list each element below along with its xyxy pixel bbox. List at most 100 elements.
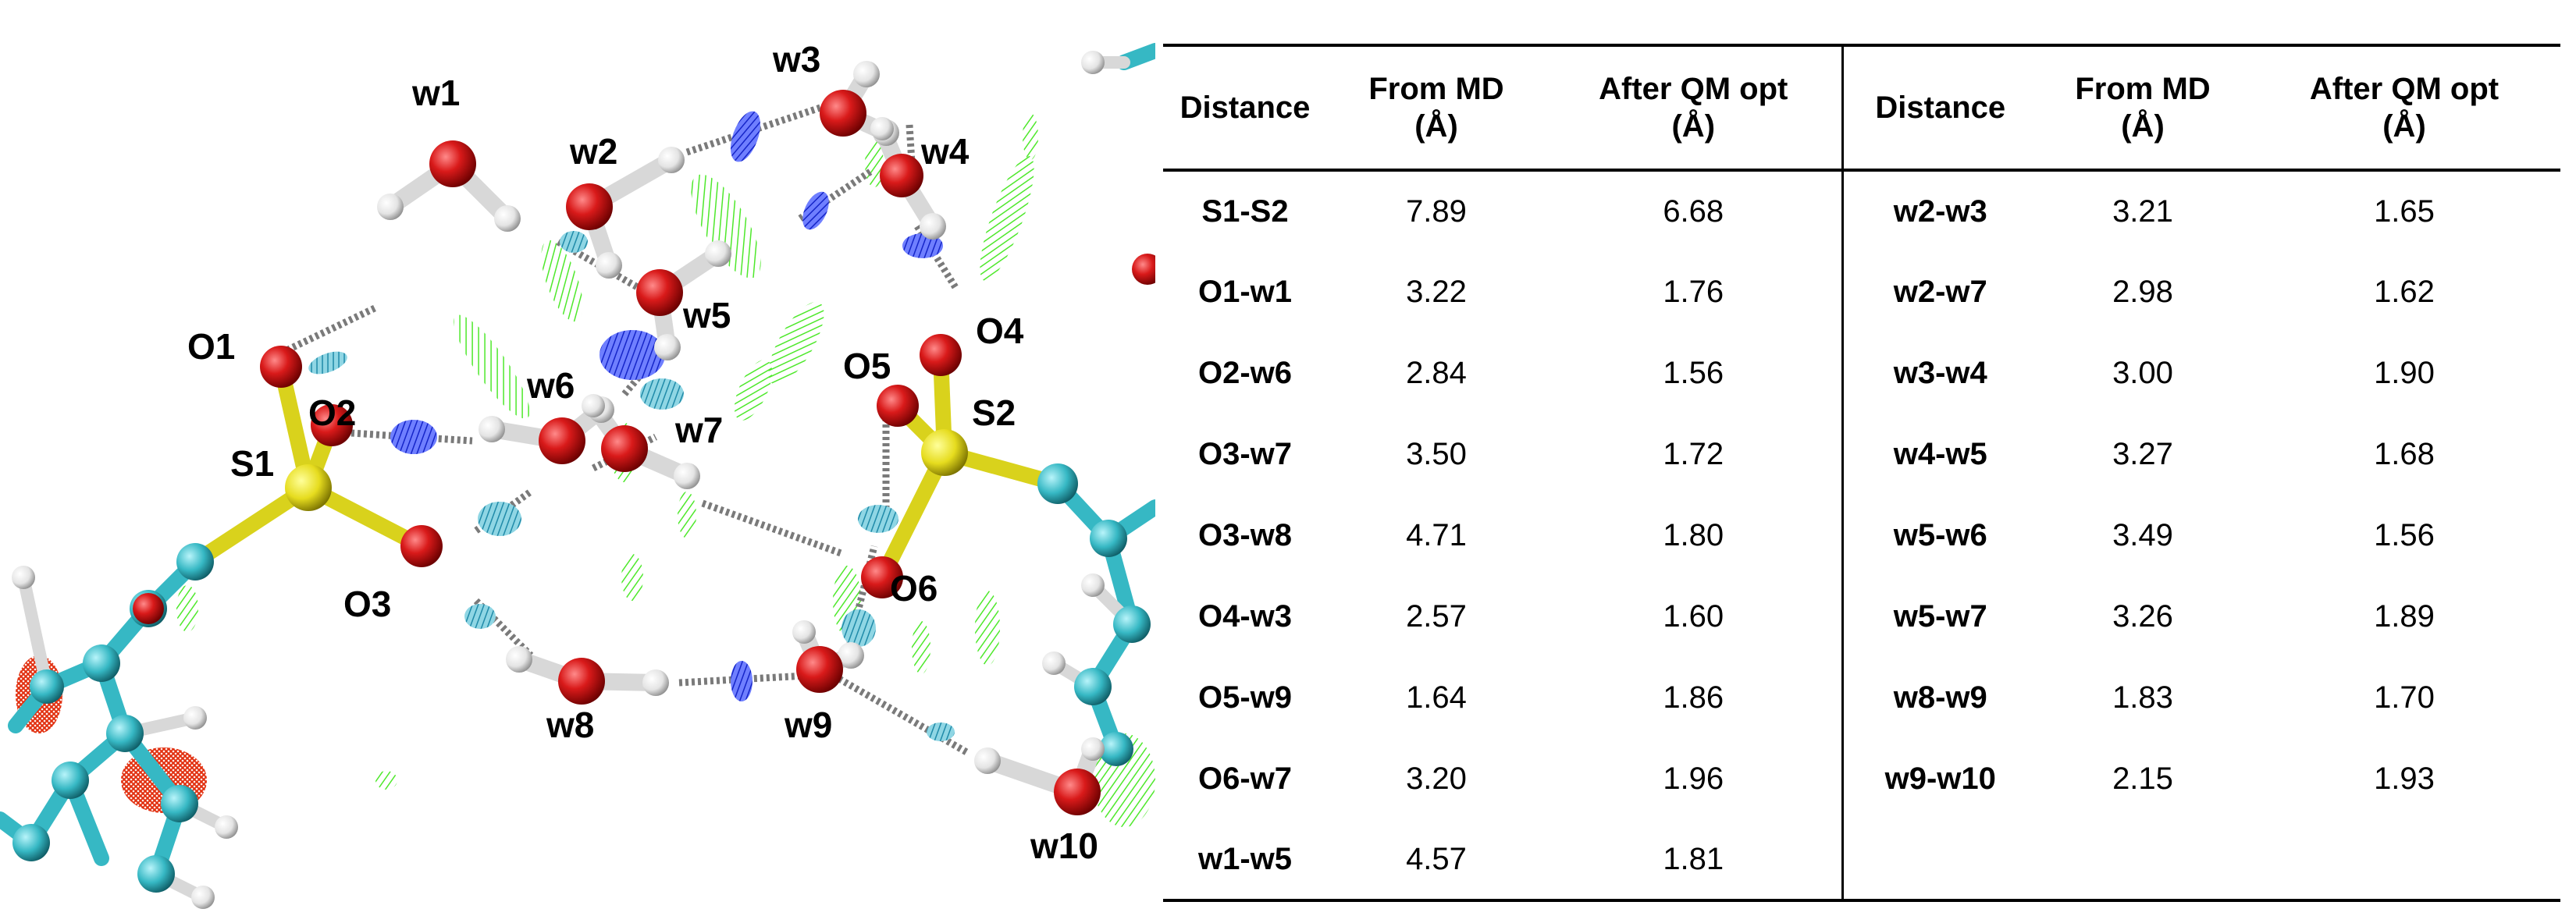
distance-pair-cell: w3-w4 <box>1841 332 2037 414</box>
distance-pair-cell: O3-w7 <box>1197 436 1293 471</box>
header-distance-right: Distance <box>1841 45 2037 170</box>
atoms <box>12 51 1155 909</box>
header-from-md-line2: (Å) <box>2121 109 2165 144</box>
header-after-qm-line2: (Å) <box>2382 109 2426 144</box>
md-value-cell: 3.21 <box>2112 193 2173 229</box>
label-w3: w3 <box>772 39 820 80</box>
qm-value-cell: 6.68 <box>1663 193 1724 229</box>
label-s1: S1 <box>230 443 274 484</box>
md-value-cell: 2.15 <box>2112 761 2173 796</box>
atom-labels: w1 w2 w3 w4 w5 w6 w7 w8 w9 w10 O1 O2 O3 … <box>187 39 1098 866</box>
qm-value-cell: 1.68 <box>2374 436 2435 471</box>
table-row: w1-w5 4.57 1.81 <box>1163 819 2560 900</box>
qm-value-cell: 1.70 <box>2374 680 2435 715</box>
table-header-row: Distance From MD (Å) After QM opt (Å) Di… <box>1163 45 2560 170</box>
md-value-cell: 7.89 <box>1406 193 1467 229</box>
qm-value-cell: 1.76 <box>1663 274 1724 309</box>
md-value-cell <box>2037 819 2248 900</box>
distance-pair-cell <box>1841 819 2037 900</box>
header-after-qm-right: After QM opt (Å) <box>2248 45 2560 170</box>
header-distance-left: Distance <box>1179 91 1311 125</box>
table-row: O3-w8 4.71 1.80 w5-w6 3.49 1.56 <box>1163 495 2560 576</box>
md-value-cell: 3.20 <box>1406 761 1467 796</box>
header-after-qm-line2: (Å) <box>1671 109 1716 144</box>
label-w4: w4 <box>920 131 970 172</box>
md-value-cell: 3.27 <box>2112 436 2173 471</box>
md-value-cell: 2.84 <box>1406 355 1467 390</box>
table-row: O3-w7 3.50 1.72 w4-w5 3.27 1.68 <box>1163 414 2560 495</box>
qm-value-cell: 1.60 <box>1663 598 1724 634</box>
distance-pair-cell: w5-w7 <box>1841 576 2037 657</box>
qm-value-cell: 1.81 <box>1663 841 1724 876</box>
qm-value-cell <box>2248 819 2560 900</box>
label-s2: S2 <box>972 392 1016 433</box>
header-from-md-left: From MD (Å) <box>1327 45 1546 170</box>
label-o4: O4 <box>976 311 1024 351</box>
qm-value-cell: 1.90 <box>2374 355 2435 390</box>
header-from-md-right: From MD (Å) <box>2037 45 2248 170</box>
distance-pair-cell: O2-w6 <box>1197 355 1293 390</box>
distance-pair-cell: O1-w1 <box>1197 274 1293 309</box>
distance-pair-cell: w1-w5 <box>1197 841 1293 876</box>
label-w5: w5 <box>682 295 731 336</box>
qm-value-cell: 1.89 <box>2374 598 2435 634</box>
qm-value-cell: 1.86 <box>1663 680 1724 715</box>
distance-pair-cell: O6-w7 <box>1197 761 1293 796</box>
table-row: S1-S2 7.89 6.68 w2-w3 3.21 1.65 <box>1163 170 2560 251</box>
header-after-qm-line1: After QM opt <box>1599 72 1788 106</box>
distance-pair-cell: O3-w8 <box>1197 517 1293 552</box>
table-row: O2-w6 2.84 1.56 w3-w4 3.00 1.90 <box>1163 332 2560 414</box>
header-after-qm-left: After QM opt (Å) <box>1546 45 1842 170</box>
molecular-structure-figure: w1 w2 w3 w4 w5 w6 w7 w8 w9 w10 O1 O2 O3 … <box>0 0 1155 916</box>
distance-table-panel: Distance From MD (Å) After QM opt (Å) Di… <box>1163 44 2560 902</box>
molecule-render: w1 w2 w3 w4 w5 w6 w7 w8 w9 w10 O1 O2 O3 … <box>0 39 1155 909</box>
md-value-cell: 3.49 <box>2112 517 2173 552</box>
md-value-cell: 3.22 <box>1406 274 1467 309</box>
distance-pair-cell: w8-w9 <box>1841 657 2037 738</box>
header-from-md-line1: From MD <box>1368 72 1504 106</box>
qm-value-cell: 1.80 <box>1663 517 1724 552</box>
qm-value-cell: 1.93 <box>2374 761 2435 796</box>
label-w9: w9 <box>784 705 832 745</box>
label-o5: O5 <box>843 346 891 386</box>
table-row: O1-w1 3.22 1.76 w2-w7 2.98 1.62 <box>1163 251 2560 332</box>
md-value-cell: 4.57 <box>1406 841 1467 876</box>
md-value-cell: 1.83 <box>2112 680 2173 715</box>
distance-pair-cell: w4-w5 <box>1841 414 2037 495</box>
label-w6: w6 <box>526 365 575 406</box>
label-w7: w7 <box>674 410 723 450</box>
md-value-cell: 3.26 <box>2112 598 2173 634</box>
label-o6: O6 <box>890 568 938 609</box>
md-value-cell: 1.64 <box>1406 680 1467 715</box>
distance-pair-cell: w9-w10 <box>1841 738 2037 819</box>
qm-value-cell: 1.56 <box>2374 517 2435 552</box>
qm-value-cell: 1.72 <box>1663 436 1724 471</box>
distance-pair-cell: w5-w6 <box>1841 495 2037 576</box>
header-after-qm-line1: After QM opt <box>2309 72 2500 106</box>
qm-value-cell: 1.96 <box>1663 761 1724 796</box>
qm-value-cell: 1.65 <box>2374 193 2435 229</box>
md-value-cell: 4.71 <box>1406 517 1467 552</box>
label-w2: w2 <box>569 131 617 172</box>
label-w1: w1 <box>411 73 460 113</box>
distance-table: Distance From MD (Å) After QM opt (Å) Di… <box>1163 44 2560 902</box>
table-row: O6-w7 3.20 1.96 w9-w10 2.15 1.93 <box>1163 738 2560 819</box>
distance-pair-cell: S1-S2 <box>1201 193 1289 229</box>
label-w10: w10 <box>1030 825 1098 866</box>
distance-pair-cell: w2-w7 <box>1841 251 2037 332</box>
sulfur-atom-s2 <box>921 429 968 476</box>
label-w8: w8 <box>546 705 594 745</box>
label-o1: O1 <box>187 326 235 367</box>
md-value-cell: 2.57 <box>1406 598 1467 634</box>
md-value-cell: 2.98 <box>2112 274 2173 309</box>
distance-pair-cell: w2-w3 <box>1841 170 2037 251</box>
label-o2: O2 <box>308 392 356 433</box>
qm-value-cell: 1.56 <box>1663 355 1724 390</box>
md-value-cell: 3.00 <box>2112 355 2173 390</box>
table-row: O4-w3 2.57 1.60 w5-w7 3.26 1.89 <box>1163 576 2560 657</box>
qm-value-cell: 1.62 <box>2374 274 2435 309</box>
hydrogen-bond-surfaces <box>308 111 955 741</box>
header-from-md-line1: From MD <box>2075 72 2211 106</box>
md-value-cell: 3.50 <box>1406 436 1467 471</box>
table-row: O5-w9 1.64 1.86 w8-w9 1.83 1.70 <box>1163 657 2560 738</box>
